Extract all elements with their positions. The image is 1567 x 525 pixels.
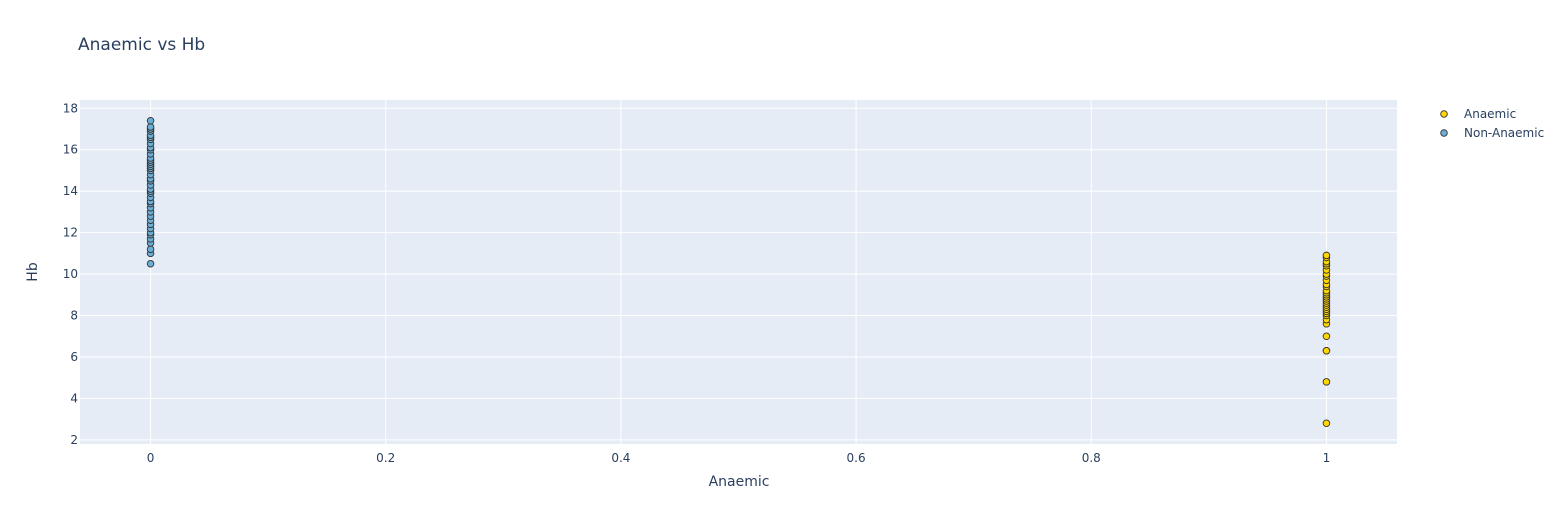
y-axis-title: Hb [25, 262, 41, 282]
x-tick-label: 0.4 [611, 451, 630, 465]
x-tick-label: 1 [1323, 451, 1331, 465]
non-anaemic-point [146, 123, 155, 131]
x-axis-ticks: 0 0.2 0.4 0.6 0.8 1 [147, 451, 1331, 465]
grid [80, 100, 1397, 444]
legend-marker [1440, 129, 1448, 137]
data-points [146, 116, 1331, 428]
x-tick-label: 0.8 [1082, 451, 1101, 465]
legend-label: Anaemic [1464, 107, 1516, 121]
anaemic-point [1322, 419, 1331, 428]
x-tick-label: 0.2 [376, 451, 395, 465]
y-tick-label: 6 [70, 350, 78, 364]
x-tick-label: 0 [147, 451, 155, 465]
plot-area [80, 100, 1397, 444]
anaemic-point [1322, 251, 1331, 260]
anaemic-point [1322, 378, 1331, 386]
legend-label: Non-Anaemic [1464, 126, 1544, 140]
y-tick-label: 12 [63, 226, 78, 240]
non-anaemic-point [146, 245, 155, 253]
legend-item-non-anaemic[interactable]: Non-Anaemic [1440, 126, 1544, 140]
anaemic-point [1322, 346, 1331, 355]
non-anaemic-point [146, 116, 155, 125]
y-tick-label: 16 [63, 143, 78, 157]
y-tick-label: 14 [63, 184, 78, 198]
y-tick-label: 8 [70, 309, 78, 323]
chart-title: Anaemic vs Hb [78, 35, 205, 55]
y-tick-label: 4 [70, 391, 78, 405]
legend-item-anaemic[interactable]: Anaemic [1440, 107, 1516, 121]
y-axis-ticks: 2 4 6 8 10 12 14 16 18 [63, 101, 78, 447]
y-tick-label: 2 [70, 433, 78, 447]
x-axis-title: Anaemic [709, 474, 770, 490]
y-tick-label: 18 [63, 101, 78, 115]
anaemic-point [1322, 332, 1331, 340]
x-tick-label: 0.6 [847, 451, 866, 465]
non-anaemic-point [146, 259, 155, 268]
y-tick-label: 10 [63, 267, 78, 281]
legend-marker [1440, 110, 1448, 118]
legend[interactable]: Anaemic Non-Anaemic [1440, 107, 1544, 140]
